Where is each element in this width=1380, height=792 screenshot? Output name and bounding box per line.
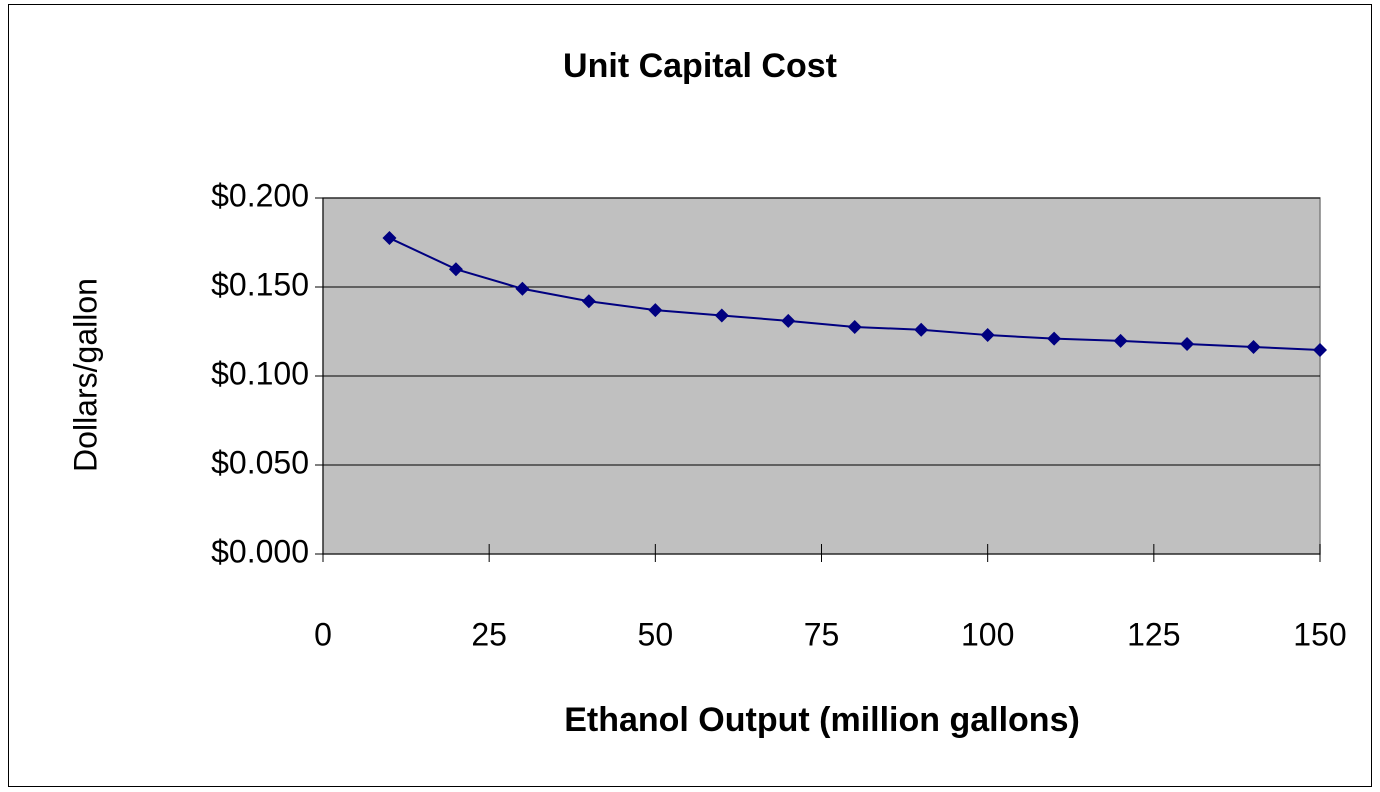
- data-point: [1047, 331, 1062, 346]
- y-tick-label: $0.150: [211, 266, 309, 302]
- data-point: [382, 231, 397, 246]
- y-tick-label: $0.050: [211, 444, 309, 480]
- data-point: [980, 328, 995, 343]
- x-tick-label: 50: [638, 616, 674, 652]
- data-point: [1246, 339, 1261, 354]
- y-tick-label: $0.200: [211, 177, 309, 213]
- y-tick-label: $0.100: [211, 355, 309, 391]
- x-tick-label: 100: [961, 616, 1014, 652]
- data-point: [581, 294, 596, 309]
- data-point: [1113, 333, 1128, 348]
- data-point: [448, 262, 463, 277]
- data-point: [648, 303, 663, 318]
- x-tick-label: 125: [1127, 616, 1180, 652]
- y-tick-label: $0.000: [211, 533, 309, 569]
- x-tick-label: 0: [314, 616, 332, 652]
- x-tick-label: 75: [804, 616, 840, 652]
- data-point: [1180, 336, 1195, 351]
- data-point: [1313, 343, 1327, 358]
- data-point: [781, 313, 796, 328]
- data-point: [714, 308, 729, 323]
- data-point: [515, 281, 530, 296]
- x-axis-title: Ethanol Output (million gallons): [564, 701, 1080, 739]
- chart-title: Unit Capital Cost: [563, 47, 837, 85]
- y-axis-title: Dollars/gallon: [67, 278, 103, 472]
- x-tick-label: 150: [1293, 616, 1346, 652]
- data-point: [914, 322, 929, 337]
- data-point: [847, 320, 862, 335]
- x-tick-label: 25: [471, 616, 507, 652]
